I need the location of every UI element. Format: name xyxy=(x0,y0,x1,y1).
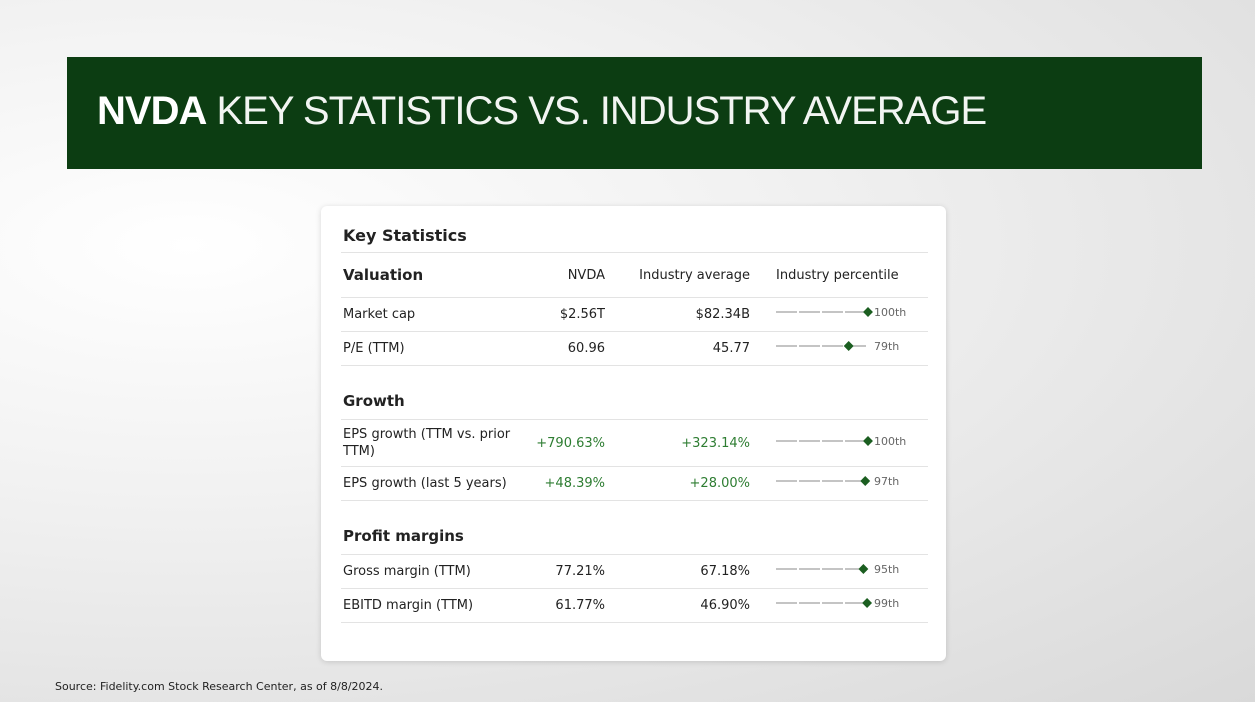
metric: Gross margin (TTM) xyxy=(343,564,471,579)
title-text: KEY STATISTICS VS. INDUSTRY AVERAGE xyxy=(216,89,987,133)
section-name: Profit margins xyxy=(343,527,464,545)
percentile-label: 100th xyxy=(874,435,906,448)
section-name: Growth xyxy=(343,392,405,410)
table-row: EPS growth (last 5 years) +48.39% +28.00% 9… xyxy=(341,467,928,501)
percentile-graphic: 95th xyxy=(776,563,899,576)
card-title: Key Statistics xyxy=(341,226,928,253)
stats-card: Key Statistics Valuation NVDA Industry ave… xyxy=(321,206,946,661)
nvda-value: +48.39% xyxy=(544,476,605,491)
industry-value: +28.00% xyxy=(689,476,750,491)
nvda-value: 77.21% xyxy=(555,564,605,579)
column-header: NVDA xyxy=(567,267,605,283)
nvda-value: $2.56T xyxy=(559,307,605,322)
industry-value: 67.18% xyxy=(700,564,750,579)
percentile-label: 97th xyxy=(874,475,899,488)
ticker: NVDA xyxy=(97,89,207,133)
percentile-label: 100th xyxy=(874,306,906,319)
section-header: Profit margins xyxy=(341,501,928,555)
percentile-graphic: 100th xyxy=(776,306,906,319)
percentile-marker xyxy=(843,341,854,351)
title: NVDA KEY STATISTICS VS. INDUSTRY AVERAGE xyxy=(97,89,987,134)
section-header: Valuation NVDA Industry average Industry pe… xyxy=(341,253,928,298)
metric: Market cap xyxy=(343,307,416,322)
percentile: 99th xyxy=(776,595,911,616)
industry-value: 45.77 xyxy=(712,341,750,356)
nvda-value: 61.77% xyxy=(555,598,605,613)
percentile-marker xyxy=(863,307,873,317)
column-header: Industry percentile xyxy=(776,267,899,283)
source: Source: Fidelity.com Stock Research Cent… xyxy=(55,680,384,693)
banner: NVDA KEY STATISTICS VS. INDUSTRY AVERAGE xyxy=(67,57,1202,169)
nvda-value: 60.96 xyxy=(567,341,605,356)
metric: EPS growth (TTM vs. prior TTM) xyxy=(343,427,511,459)
table-body: Valuation NVDA Industry average Industry pe… xyxy=(341,253,928,623)
percentile-label: 79th xyxy=(874,340,899,353)
percentile-marker xyxy=(862,598,873,608)
metric: EPS growth (last 5 years) xyxy=(343,476,507,491)
section-header: Growth xyxy=(341,366,928,420)
table-row: Market cap $2.56T $82.34B 100th xyxy=(341,298,928,332)
percentile-graphic: 97th xyxy=(776,475,899,488)
column-header: Industry average xyxy=(639,267,750,283)
percentile-graphic: 100th xyxy=(776,435,906,448)
percentile-label: 95th xyxy=(874,563,899,576)
percentile-graphic: 79th xyxy=(776,340,899,353)
industry-value: 46.90% xyxy=(700,598,750,613)
percentile: 95th xyxy=(776,561,911,582)
percentile: 79th xyxy=(776,338,911,359)
percentile-marker xyxy=(858,564,869,574)
section-name: Valuation xyxy=(343,266,424,284)
percentile: 100th xyxy=(776,304,911,325)
table-row: EBITD margin (TTM) 61.77% 46.90% 99th xyxy=(341,589,928,623)
percentile-marker xyxy=(860,476,871,486)
table-row: Gross margin (TTM) 77.21% 67.18% 95th xyxy=(341,555,928,589)
nvda-value: +790.63% xyxy=(536,435,605,451)
percentile: 100th xyxy=(776,433,911,454)
industry-value: +323.14% xyxy=(681,435,750,451)
percentile-graphic: 99th xyxy=(776,597,899,610)
metric: P/E (TTM) xyxy=(343,341,405,356)
table-row: EPS growth (TTM vs. prior TTM) +790.63% +3… xyxy=(341,420,928,467)
percentile-label: 99th xyxy=(874,597,899,610)
table-row: P/E (TTM) 60.96 45.77 79th xyxy=(341,332,928,366)
percentile: 97th xyxy=(776,473,911,494)
metric: EBITD margin (TTM) xyxy=(343,598,474,613)
industry-value: $82.34B xyxy=(695,307,750,322)
percentile-marker xyxy=(863,435,873,446)
